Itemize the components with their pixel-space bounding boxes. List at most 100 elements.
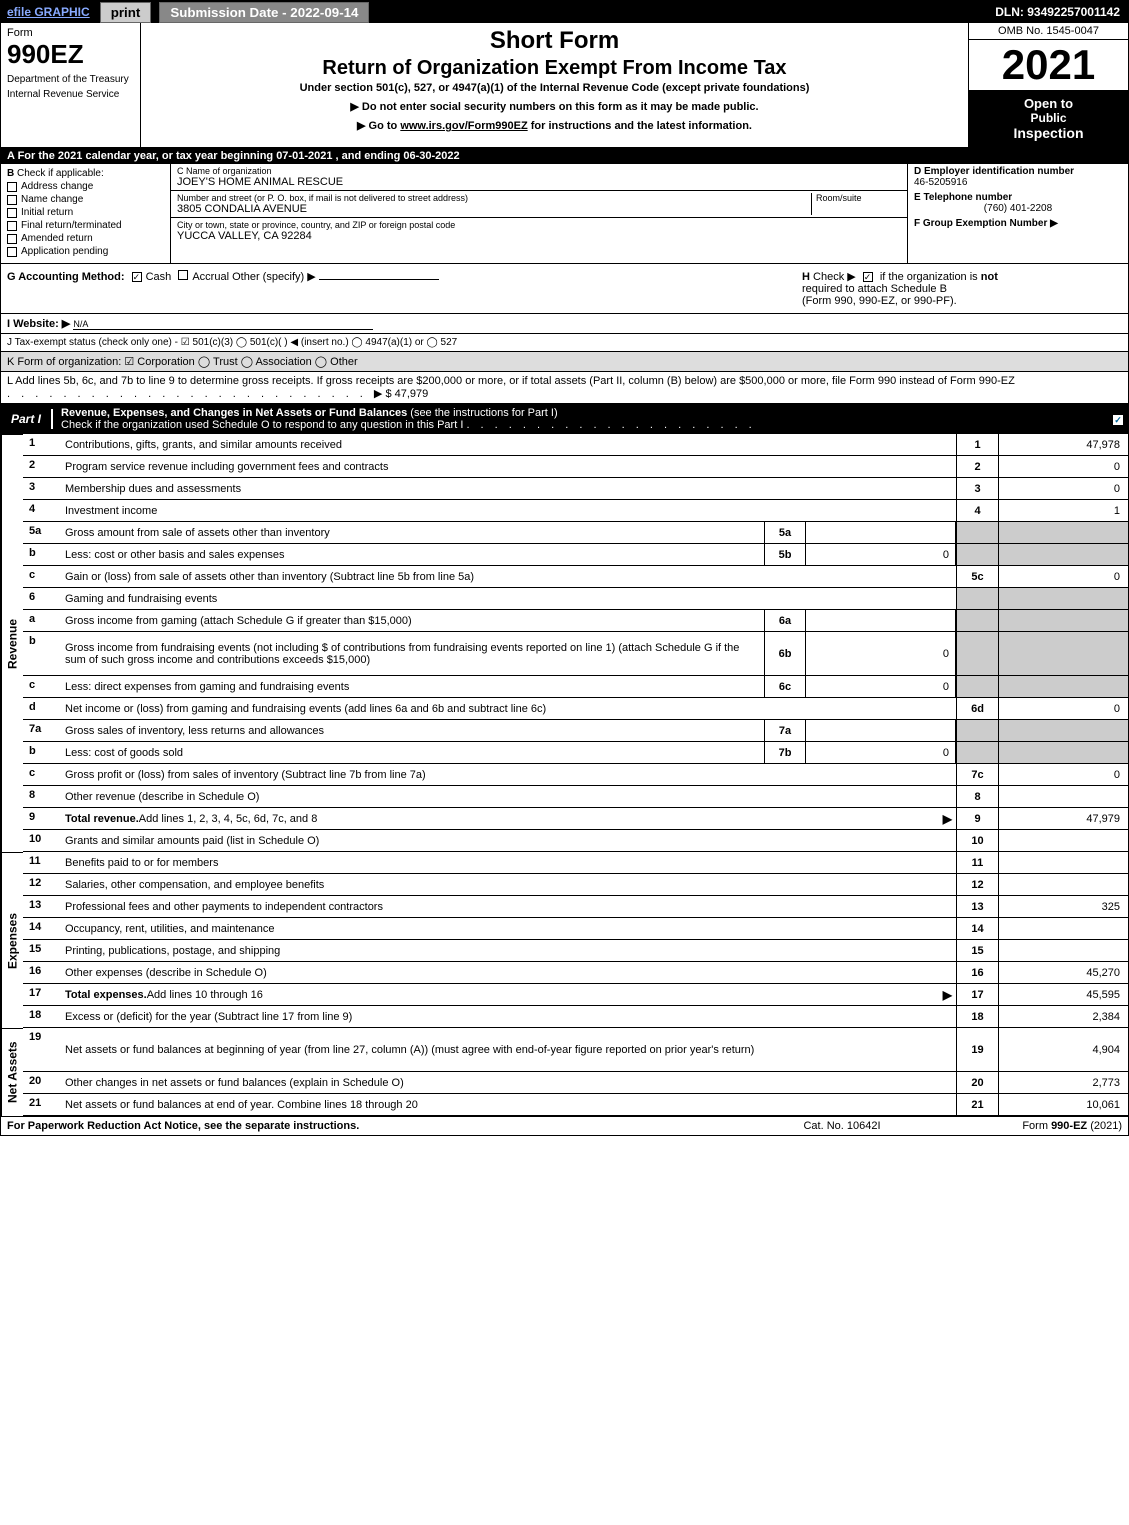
omb-number: OMB No. 1545-0047 xyxy=(969,23,1128,40)
result-value: 1 xyxy=(998,500,1128,521)
row-number: c xyxy=(23,764,61,785)
cb-final-return[interactable] xyxy=(7,221,17,231)
c-name-label: C Name of organization xyxy=(177,166,901,176)
result-value xyxy=(998,874,1128,895)
c-city-label: City or town, state or province, country… xyxy=(177,220,901,230)
irs-link[interactable]: www.irs.gov/Form990EZ xyxy=(400,120,527,132)
table-row: 15Printing, publications, postage, and s… xyxy=(23,940,1128,962)
i-prefix: I Website: ▶ xyxy=(7,318,70,330)
cb-initial-return[interactable] xyxy=(7,208,17,218)
sidebar-netassets: Net Assets xyxy=(1,1028,23,1116)
submission-date-button[interactable]: Submission Date - 2022-09-14 xyxy=(159,2,369,23)
result-value: 4,904 xyxy=(998,1028,1128,1071)
table-row: 12Salaries, other compensation, and empl… xyxy=(23,874,1128,896)
row-description: Other revenue (describe in Schedule O) xyxy=(61,786,956,807)
row-description: Investment income xyxy=(61,500,956,521)
bcd-row: B Check if applicable: Address change Na… xyxy=(1,164,1128,264)
open-to: Open to xyxy=(973,96,1124,111)
lbl-accrual: Accrual xyxy=(192,271,229,283)
result-value xyxy=(998,918,1128,939)
form-label: Form xyxy=(7,27,134,39)
result-number: 9 xyxy=(956,808,998,829)
table-row: 17Total expenses. Add lines 10 through 1… xyxy=(23,984,1128,1006)
lbl-name-change: Name change xyxy=(21,194,83,205)
row-description: Salaries, other compensation, and employ… xyxy=(61,874,956,895)
b-check-label: Check if applicable: xyxy=(17,168,104,179)
result-number: 4 xyxy=(956,500,998,521)
table-row: dNet income or (loss) from gaming and fu… xyxy=(23,698,1128,720)
table-row: 6Gaming and fundraising events xyxy=(23,588,1128,610)
result-value: 0 xyxy=(998,764,1128,785)
cb-cash[interactable] xyxy=(132,272,142,282)
inspection-box: Open to Public Inspection xyxy=(969,90,1128,147)
short-form-title: Short Form xyxy=(151,27,958,55)
row-number: 9 xyxy=(23,808,61,829)
ein-value: 46-5205916 xyxy=(914,177,1122,188)
h-text1: Check ▶ xyxy=(813,271,856,283)
group-label: F Group Exemption Number ▶ xyxy=(914,218,1122,229)
table-row: 7aGross sales of inventory, less returns… xyxy=(23,720,1128,742)
row-description: Benefits paid to or for members xyxy=(61,852,956,873)
result-number: 13 xyxy=(956,896,998,917)
cb-address-change[interactable] xyxy=(7,182,17,192)
cb-schedule-o[interactable] xyxy=(1113,415,1123,425)
cb-schedule-b[interactable] xyxy=(863,272,873,282)
result-number: 3 xyxy=(956,478,998,499)
cb-name-change[interactable] xyxy=(7,195,17,205)
row-number: 7a xyxy=(23,720,61,741)
section-j: J Tax-exempt status (check only one) - ☑… xyxy=(1,334,1128,352)
lbl-cash: Cash xyxy=(146,271,172,283)
result-value xyxy=(998,632,1128,675)
sub-value: 0 xyxy=(806,632,956,675)
result-value xyxy=(998,610,1128,631)
row-number: 8 xyxy=(23,786,61,807)
result-number xyxy=(956,544,998,565)
result-value xyxy=(998,588,1128,609)
lbl-other-method: Other (specify) ▶ xyxy=(232,271,316,283)
result-number xyxy=(956,676,998,697)
lbl-initial-return: Initial return xyxy=(21,207,73,218)
result-value: 0 xyxy=(998,698,1128,719)
instr-suffix: for instructions and the latest informat… xyxy=(528,120,752,132)
row-number: 18 xyxy=(23,1006,61,1027)
h-text5: (Form 990, 990-EZ, or 990-PF). xyxy=(802,295,957,307)
row-description: Total expenses. Add lines 10 through 16 xyxy=(61,984,939,1005)
dln-label: DLN: 93492257001142 xyxy=(995,5,1128,19)
table-row: 10Grants and similar amounts paid (list … xyxy=(23,830,1128,852)
result-number: 6d xyxy=(956,698,998,719)
cb-accrual[interactable] xyxy=(178,270,188,280)
result-value: 47,979 xyxy=(998,808,1128,829)
result-value xyxy=(998,720,1128,741)
result-value: 2,773 xyxy=(998,1072,1128,1093)
form-number: 990EZ xyxy=(7,39,134,70)
sub-value xyxy=(806,522,956,543)
table-row: 1Contributions, gifts, grants, and simil… xyxy=(23,434,1128,456)
row-description: Gross income from fundraising events (no… xyxy=(61,632,764,675)
sub-number: 5b xyxy=(764,544,806,565)
cb-app-pending[interactable] xyxy=(7,247,17,257)
row-description: Gain or (loss) from sale of assets other… xyxy=(61,566,956,587)
sub-value xyxy=(806,720,956,741)
efile-link[interactable]: efile GRAPHIC xyxy=(1,5,96,19)
result-number: 1 xyxy=(956,434,998,455)
table-row: 20Other changes in net assets or fund ba… xyxy=(23,1072,1128,1094)
l-text: L Add lines 5b, 6c, and 7b to line 9 to … xyxy=(7,375,1015,387)
c-room-label: Room/suite xyxy=(816,193,901,203)
part1-title-bold: Revenue, Expenses, and Changes in Net As… xyxy=(61,407,407,419)
row-number: a xyxy=(23,610,61,631)
row-description: Gross sales of inventory, less returns a… xyxy=(61,720,764,741)
table-row: 13Professional fees and other payments t… xyxy=(23,896,1128,918)
sub-number: 5a xyxy=(764,522,806,543)
row-description: Total revenue. Add lines 1, 2, 3, 4, 5c,… xyxy=(61,808,939,829)
footer-paperwork: For Paperwork Reduction Act Notice, see … xyxy=(7,1120,742,1132)
result-value xyxy=(998,522,1128,543)
gh-row: G Accounting Method: Cash Accrual Other … xyxy=(1,264,1128,314)
result-value xyxy=(998,786,1128,807)
row-number: 2 xyxy=(23,456,61,477)
row-number: 17 xyxy=(23,984,61,1005)
print-button[interactable]: print xyxy=(100,2,152,23)
table-row: cGain or (loss) from sale of assets othe… xyxy=(23,566,1128,588)
section-a: A For the 2021 calendar year, or tax yea… xyxy=(1,148,1128,164)
row-description: Net income or (loss) from gaming and fun… xyxy=(61,698,956,719)
cb-amended[interactable] xyxy=(7,234,17,244)
